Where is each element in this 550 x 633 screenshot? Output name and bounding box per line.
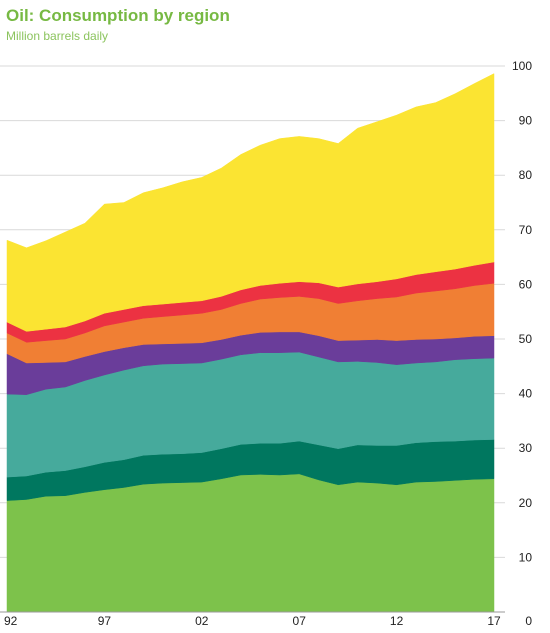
y-tick-label: 70 (519, 223, 533, 237)
y-tick-label: 30 (519, 441, 533, 455)
axes: 0 10 20 30 40 50 60 70 80 90 100 92 97 02 07 12 17 (0, 59, 532, 628)
x-tick-label: 02 (195, 614, 209, 628)
y-tick-label: 90 (519, 114, 533, 128)
x-tick-label: 92 (4, 614, 18, 628)
y-tick-label: 100 (512, 59, 532, 73)
x-tick-label: 12 (390, 614, 404, 628)
area-series-group (6, 73, 495, 613)
area-series-7 (6, 73, 495, 332)
y-tick-label: 0 (525, 614, 532, 628)
y-tick-label: 40 (519, 387, 533, 401)
chart-subtitle: Million barrels daily (6, 29, 109, 43)
chart-title: Oil: Consumption by region (6, 6, 230, 25)
x-tick-label: 97 (98, 614, 112, 628)
y-tick-label: 10 (519, 550, 533, 564)
x-tick-label: 07 (293, 614, 307, 628)
y-tick-label: 80 (519, 168, 533, 182)
x-tick-label: 17 (487, 614, 501, 628)
y-tick-label: 50 (519, 332, 533, 346)
y-tick-label: 20 (519, 496, 533, 510)
area-series-1 (6, 473, 495, 613)
y-tick-label: 60 (519, 277, 533, 291)
